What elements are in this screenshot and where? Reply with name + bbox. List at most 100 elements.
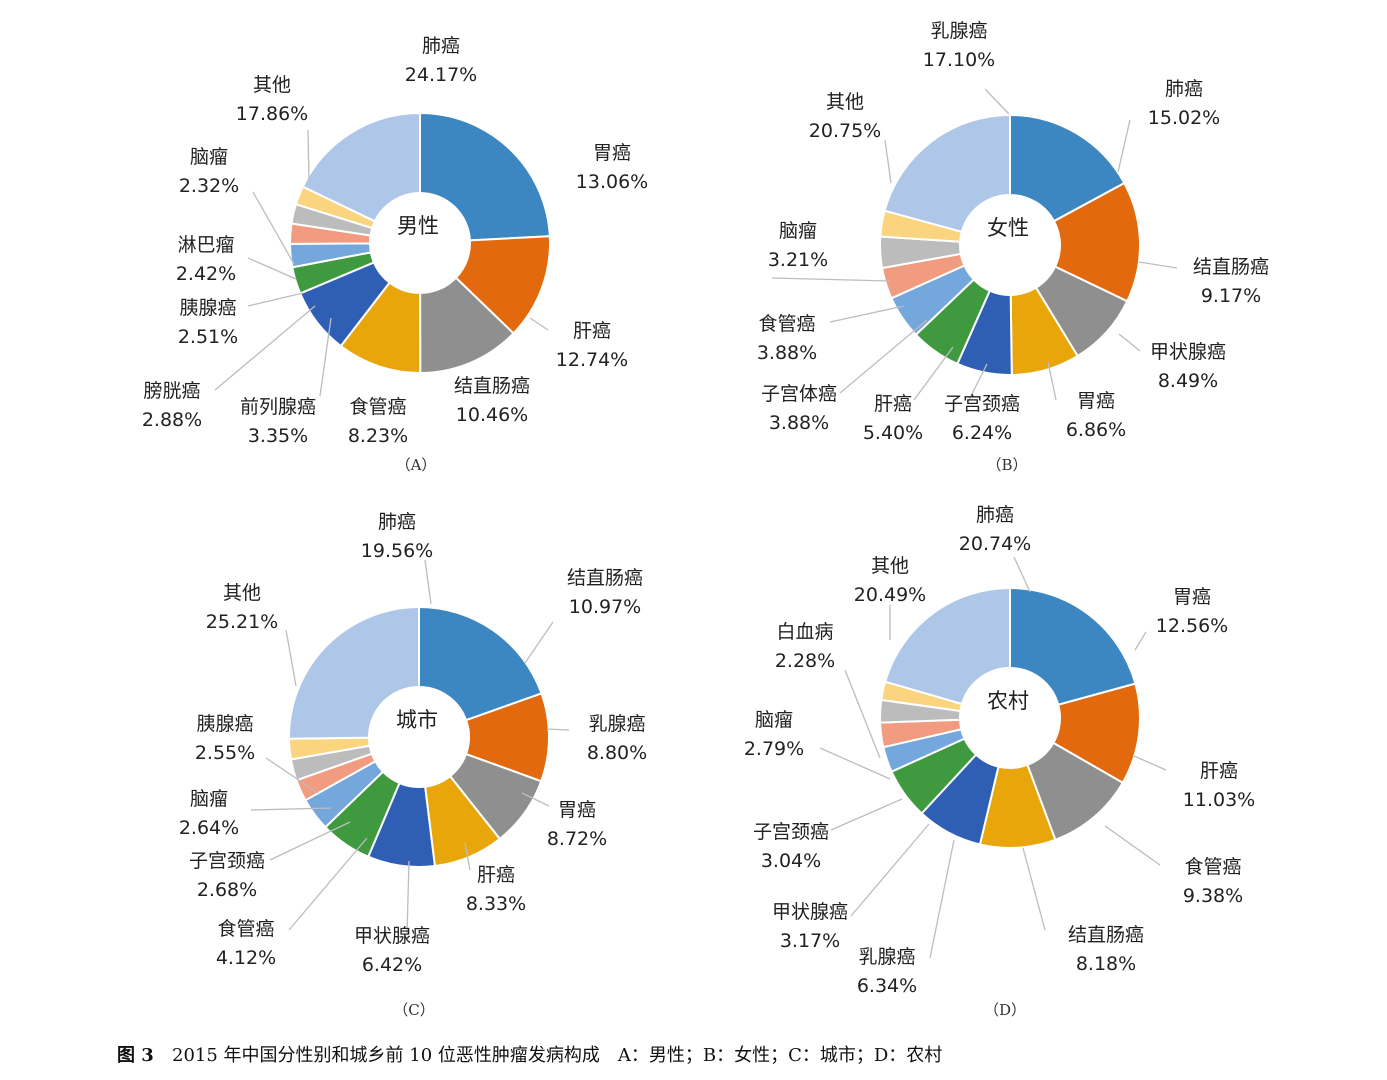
slice-label-value: 2.64% bbox=[179, 817, 239, 839]
slice-label-category: 肺癌 bbox=[1165, 78, 1203, 100]
donut-center-label: 城市 bbox=[396, 708, 438, 732]
slice-label-category: 胰腺癌 bbox=[179, 297, 236, 319]
leader-line bbox=[850, 823, 930, 917]
slice-label-category: 肝癌 bbox=[477, 864, 515, 886]
slice-label-value: 20.75% bbox=[809, 120, 881, 142]
slice-label-category: 白血病 bbox=[776, 621, 833, 643]
slice-label-category: 肺癌 bbox=[378, 511, 416, 533]
leader-line bbox=[984, 88, 1010, 115]
slice-label-value: 9.17% bbox=[1201, 285, 1261, 307]
leader-line bbox=[771, 277, 891, 282]
leader-line bbox=[319, 317, 332, 397]
slice-label-category: 脑瘤 bbox=[190, 788, 228, 810]
slice-label-category: 淋巴瘤 bbox=[177, 234, 234, 256]
slice-label-category: 子宫颈癌 bbox=[753, 821, 829, 843]
slice-label-value: 3.88% bbox=[757, 342, 817, 364]
panel-subtitle: （C） bbox=[393, 1001, 434, 1019]
slice-label-category: 其他 bbox=[826, 91, 864, 113]
slice-label-category: 膀胱癌 bbox=[143, 380, 200, 402]
slice-label-value: 2.68% bbox=[197, 879, 257, 901]
slice-label-value: 5.40% bbox=[863, 422, 923, 444]
slice-label-value: 2.28% bbox=[775, 650, 835, 672]
slice-label-value: 10.46% bbox=[456, 404, 528, 426]
slice-label-value: 8.80% bbox=[587, 742, 647, 764]
slice-female-10 bbox=[883, 113, 1011, 234]
slice-label-value: 3.21% bbox=[768, 249, 828, 271]
slice-label-value: 3.04% bbox=[761, 850, 821, 872]
slice-label-category: 子宫颈癌 bbox=[944, 393, 1020, 415]
slice-label-category: 脑瘤 bbox=[779, 220, 817, 242]
slice-label-category: 肝癌 bbox=[874, 393, 912, 415]
leader-line bbox=[524, 621, 554, 664]
slice-label-value: 2.42% bbox=[176, 263, 236, 285]
slice-label-category: 食管癌 bbox=[217, 918, 274, 940]
slice-label-value: 8.18% bbox=[1076, 953, 1136, 975]
slice-label-value: 24.17% bbox=[405, 64, 477, 86]
leader-line bbox=[829, 305, 905, 323]
slice-label-category: 其他 bbox=[871, 555, 909, 577]
leader-line bbox=[285, 629, 297, 687]
donut-chart-female: 乳腺癌 17.10% 肺癌 15.02% 结直肠癌 9.17% 甲状腺癌 8.49% 胃癌 6.8… bbox=[757, 20, 1269, 474]
slice-label-category: 胃癌 bbox=[593, 142, 631, 164]
slice-label-category: 结直肠癌 bbox=[1068, 924, 1144, 946]
leader-line bbox=[1117, 119, 1131, 173]
slice-label-value: 9.38% bbox=[1183, 885, 1243, 907]
slice-label-value: 3.88% bbox=[769, 412, 829, 434]
panel-subtitle: （B） bbox=[986, 456, 1027, 474]
slice-label-category: 甲状腺癌 bbox=[354, 925, 430, 947]
donut-chart-male: 肺癌 24.17% 胃癌 13.06% 肝癌 12.74% 结直肠癌 10.46% 食管癌 8.2… bbox=[142, 35, 648, 474]
leader-line bbox=[884, 139, 892, 184]
slice-label-value: 19.56% bbox=[361, 540, 433, 562]
slice-label-value: 6.42% bbox=[362, 954, 422, 976]
donut-center-label: 男性 bbox=[397, 214, 439, 238]
donut-center-label: 女性 bbox=[987, 216, 1029, 240]
slice-label-value: 10.97% bbox=[569, 596, 641, 618]
slice-rural-10 bbox=[883, 586, 1011, 706]
donut-center-label: 农村 bbox=[987, 689, 1029, 713]
donut-chart-rural: 肺癌 20.74% 胃癌 12.56% 肝癌 11.03% 食管癌 9.38% 结直肠癌 8.18… bbox=[744, 504, 1255, 1019]
slice-label-value: 2.88% bbox=[142, 409, 202, 431]
slice-label-value: 8.23% bbox=[348, 425, 408, 447]
slice-label-value: 6.24% bbox=[952, 422, 1012, 444]
slice-label-category: 结直肠癌 bbox=[1193, 256, 1269, 278]
slice-label-value: 2.55% bbox=[195, 742, 255, 764]
leader-line bbox=[1138, 261, 1178, 269]
leader-line bbox=[546, 728, 570, 731]
slice-label-value: 2.51% bbox=[178, 326, 238, 348]
slice-label-category: 乳腺癌 bbox=[588, 713, 645, 735]
leader-line bbox=[406, 860, 410, 936]
leader-line bbox=[1104, 825, 1161, 866]
slice-label-value: 15.02% bbox=[1148, 107, 1220, 129]
slice-label-category: 肺癌 bbox=[422, 35, 460, 57]
donut-chart-urban: 肺癌 19.56% 结直肠癌 10.97% 乳腺癌 8.80% 胃癌 8.72% 肝癌 8.33%… bbox=[179, 511, 647, 1019]
slice-male-10 bbox=[301, 111, 421, 223]
slice-label-value: 13.06% bbox=[576, 171, 648, 193]
slice-label-category: 乳腺癌 bbox=[930, 20, 987, 42]
slice-rural-0 bbox=[1009, 586, 1137, 707]
figure-caption: 2015 年中国分性别和城乡前 10 位恶性肿瘤发病构成 A：男性；B：女性；C… bbox=[172, 1045, 942, 1066]
slice-urban-10 bbox=[288, 605, 420, 740]
slice-label-value: 12.74% bbox=[556, 349, 628, 371]
leader-line bbox=[913, 346, 954, 401]
slice-label-category: 甲状腺癌 bbox=[1150, 341, 1226, 363]
slice-label-category: 食管癌 bbox=[1184, 856, 1241, 878]
panel-subtitle: （A） bbox=[396, 456, 437, 474]
slice-male-1 bbox=[454, 235, 551, 335]
leader-line bbox=[269, 821, 351, 861]
leader-line bbox=[247, 292, 304, 307]
leader-line bbox=[1134, 631, 1147, 651]
leader-line bbox=[529, 317, 549, 331]
leader-line bbox=[1133, 755, 1167, 771]
leader-line bbox=[464, 842, 471, 871]
slice-urban-0 bbox=[418, 605, 543, 722]
slice-label-category: 食管癌 bbox=[758, 313, 815, 335]
slice-label-category: 其他 bbox=[223, 582, 261, 604]
slice-label-category: 胃癌 bbox=[1173, 586, 1211, 608]
leader-line bbox=[265, 757, 319, 794]
slice-male-0 bbox=[419, 111, 551, 242]
slice-label-category: 结直肠癌 bbox=[567, 567, 643, 589]
slice-label-category: 食管癌 bbox=[349, 396, 406, 418]
slice-female-0 bbox=[1009, 113, 1126, 223]
slice-label-category: 胰腺癌 bbox=[196, 713, 253, 735]
leader-line bbox=[967, 363, 988, 403]
